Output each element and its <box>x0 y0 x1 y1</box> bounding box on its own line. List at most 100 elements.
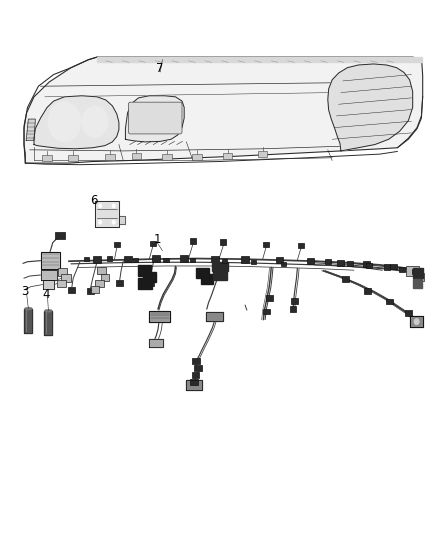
FancyBboxPatch shape <box>84 257 89 261</box>
FancyBboxPatch shape <box>97 267 106 274</box>
FancyBboxPatch shape <box>346 261 353 266</box>
FancyBboxPatch shape <box>95 280 104 287</box>
FancyBboxPatch shape <box>222 259 227 263</box>
FancyBboxPatch shape <box>412 269 418 274</box>
FancyBboxPatch shape <box>413 273 424 281</box>
FancyBboxPatch shape <box>386 298 393 304</box>
FancyBboxPatch shape <box>57 280 66 287</box>
Text: 4: 4 <box>42 288 50 301</box>
FancyBboxPatch shape <box>55 232 65 239</box>
Polygon shape <box>212 262 228 271</box>
Polygon shape <box>410 317 423 327</box>
Polygon shape <box>186 381 202 390</box>
Circle shape <box>112 204 116 208</box>
Polygon shape <box>41 252 60 269</box>
Polygon shape <box>149 338 163 347</box>
FancyBboxPatch shape <box>87 288 94 294</box>
FancyBboxPatch shape <box>180 255 188 262</box>
FancyBboxPatch shape <box>241 256 249 263</box>
FancyBboxPatch shape <box>405 310 412 316</box>
FancyBboxPatch shape <box>190 258 195 262</box>
Polygon shape <box>413 279 422 288</box>
FancyBboxPatch shape <box>366 263 372 268</box>
FancyBboxPatch shape <box>116 280 123 286</box>
Polygon shape <box>43 280 54 289</box>
FancyBboxPatch shape <box>57 268 67 276</box>
Circle shape <box>99 220 102 224</box>
FancyBboxPatch shape <box>220 239 226 245</box>
FancyBboxPatch shape <box>150 240 156 246</box>
FancyBboxPatch shape <box>106 154 115 160</box>
Text: 6: 6 <box>90 193 97 207</box>
Ellipse shape <box>25 307 32 310</box>
Polygon shape <box>328 64 413 151</box>
FancyBboxPatch shape <box>91 286 99 293</box>
FancyBboxPatch shape <box>307 259 314 264</box>
FancyBboxPatch shape <box>192 154 202 160</box>
FancyBboxPatch shape <box>281 262 286 266</box>
Text: 3: 3 <box>21 286 29 298</box>
FancyBboxPatch shape <box>399 266 405 272</box>
FancyBboxPatch shape <box>325 259 331 264</box>
FancyBboxPatch shape <box>263 241 269 247</box>
Text: 7: 7 <box>156 62 164 75</box>
Polygon shape <box>34 96 119 149</box>
FancyBboxPatch shape <box>163 258 169 262</box>
Polygon shape <box>149 311 170 321</box>
Circle shape <box>112 220 116 224</box>
Polygon shape <box>138 278 152 289</box>
Polygon shape <box>95 201 119 227</box>
Polygon shape <box>97 57 422 62</box>
FancyBboxPatch shape <box>93 256 101 263</box>
FancyBboxPatch shape <box>337 260 344 266</box>
Circle shape <box>414 318 419 325</box>
FancyBboxPatch shape <box>147 280 154 286</box>
Polygon shape <box>125 96 184 142</box>
Polygon shape <box>45 311 52 335</box>
FancyBboxPatch shape <box>342 276 349 282</box>
FancyBboxPatch shape <box>101 273 110 280</box>
FancyBboxPatch shape <box>251 260 256 264</box>
Circle shape <box>48 102 81 142</box>
FancyBboxPatch shape <box>190 379 198 385</box>
Circle shape <box>99 204 102 208</box>
FancyBboxPatch shape <box>384 264 390 270</box>
FancyBboxPatch shape <box>290 306 297 312</box>
Polygon shape <box>24 57 423 163</box>
Ellipse shape <box>45 309 52 312</box>
FancyBboxPatch shape <box>124 256 131 262</box>
FancyBboxPatch shape <box>263 309 270 314</box>
Polygon shape <box>413 268 423 278</box>
FancyBboxPatch shape <box>211 256 219 262</box>
FancyBboxPatch shape <box>223 152 233 159</box>
FancyBboxPatch shape <box>406 266 419 276</box>
Polygon shape <box>119 216 125 224</box>
FancyBboxPatch shape <box>266 295 273 301</box>
FancyBboxPatch shape <box>390 264 396 269</box>
Polygon shape <box>196 268 208 278</box>
FancyBboxPatch shape <box>61 274 71 282</box>
Text: 1: 1 <box>153 233 161 246</box>
FancyBboxPatch shape <box>191 372 199 378</box>
Circle shape <box>82 106 108 138</box>
FancyBboxPatch shape <box>107 256 112 261</box>
FancyBboxPatch shape <box>190 238 196 244</box>
FancyBboxPatch shape <box>291 298 298 304</box>
FancyBboxPatch shape <box>152 255 160 262</box>
FancyBboxPatch shape <box>298 243 304 248</box>
FancyBboxPatch shape <box>114 242 120 247</box>
Polygon shape <box>143 272 156 282</box>
Polygon shape <box>26 119 35 140</box>
FancyBboxPatch shape <box>68 155 78 161</box>
FancyBboxPatch shape <box>68 287 75 293</box>
Polygon shape <box>213 271 227 280</box>
FancyBboxPatch shape <box>364 262 371 267</box>
Polygon shape <box>138 265 151 276</box>
Polygon shape <box>25 309 32 333</box>
Polygon shape <box>42 270 57 280</box>
FancyBboxPatch shape <box>194 365 202 372</box>
FancyBboxPatch shape <box>364 288 371 294</box>
FancyBboxPatch shape <box>131 153 141 159</box>
FancyBboxPatch shape <box>133 258 138 262</box>
Polygon shape <box>206 312 223 320</box>
